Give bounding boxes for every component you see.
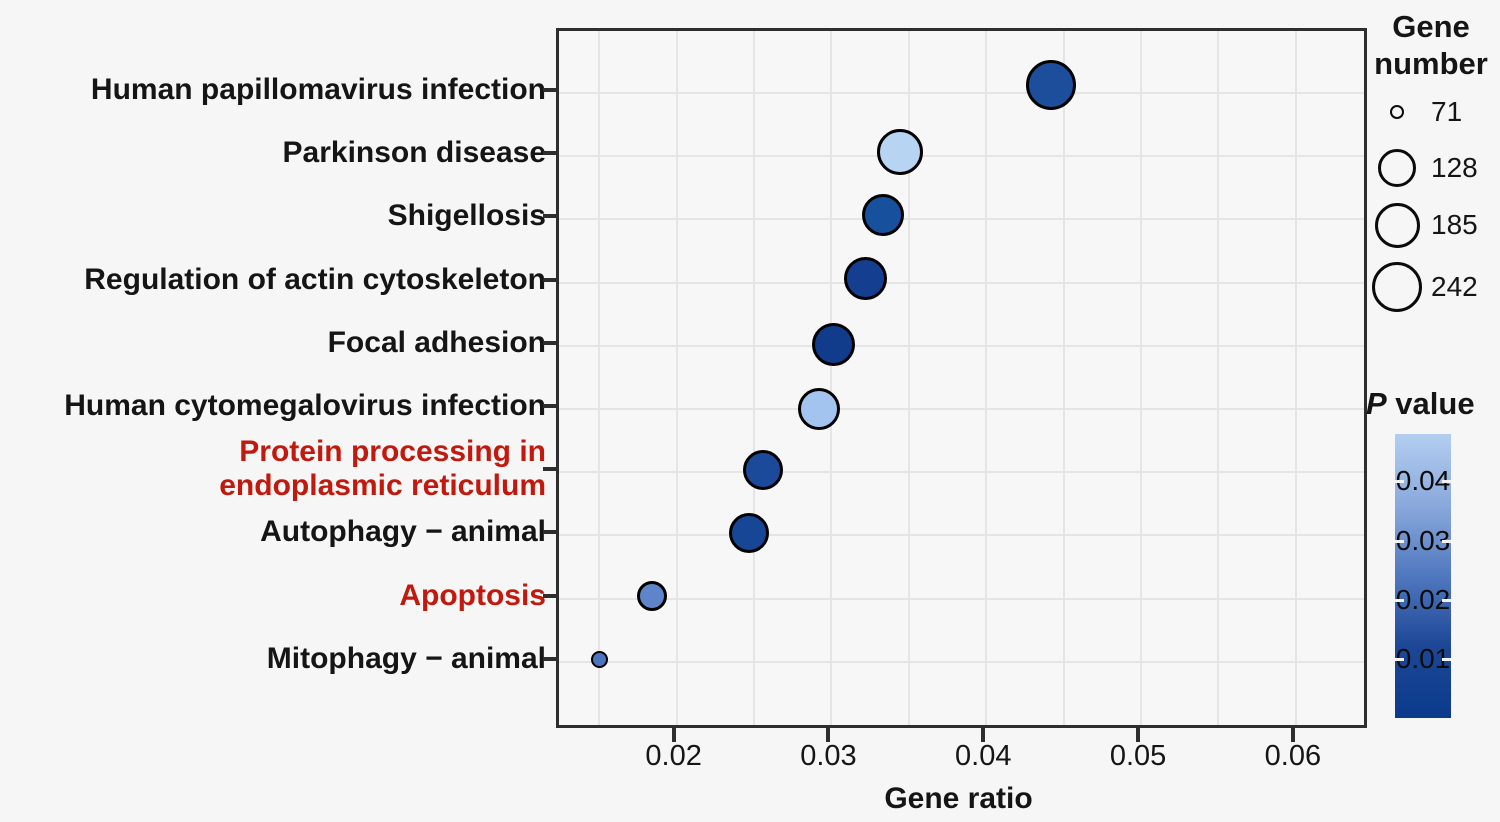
gridline-horizontal [559, 92, 1364, 94]
data-point-bubble [798, 388, 841, 430]
gridline-horizontal [559, 471, 1364, 474]
gridline-vertical [1140, 31, 1143, 725]
gridline-horizontal [559, 534, 1364, 537]
y-axis-tick [543, 467, 556, 472]
size-legend-value: 128 [1431, 152, 1478, 183]
data-point-bubble [636, 580, 667, 611]
p-value-tick-mark [1442, 657, 1451, 661]
data-point-bubble [861, 194, 904, 237]
p-value-tick-mark [1442, 598, 1451, 602]
y-axis-tick [543, 151, 556, 156]
data-point-bubble [729, 513, 770, 554]
size-legend-circle [1378, 149, 1416, 187]
data-point-bubble [590, 651, 608, 669]
p-value-legend-title: P value [1366, 386, 1475, 422]
category-label: Human papillomavirus infection [90, 73, 546, 106]
size-legend-value: 185 [1431, 209, 1478, 240]
gridline-vertical [1062, 31, 1065, 725]
x-axis-tick [1290, 728, 1295, 742]
y-axis-tick [543, 656, 556, 661]
gridline-horizontal [559, 155, 1364, 158]
gridline-vertical [753, 31, 756, 725]
x-axis-title: Gene ratio [884, 782, 1033, 815]
p-value-tick-label: 0.01 [1395, 642, 1451, 674]
x-axis-tick-label: 0.02 [645, 740, 702, 772]
x-axis-tick [671, 728, 676, 742]
size-legend-value: 71 [1431, 96, 1463, 127]
gridline-vertical [598, 31, 601, 725]
p-value-legend-title-p: P [1366, 386, 1387, 421]
category-label: Apoptosis [399, 578, 546, 612]
p-value-tick-mark [1395, 598, 1404, 602]
data-point-bubble [811, 323, 855, 367]
gridline-vertical [1217, 31, 1220, 725]
size-legend-title: Gene number [1362, 8, 1500, 82]
x-axis-tick-label: 0.04 [955, 740, 1012, 772]
gridline-horizontal [559, 597, 1364, 600]
size-legend-circle [1389, 104, 1405, 120]
category-label: Regulation of actin cytoskeleton [84, 262, 546, 296]
data-point-bubble [876, 129, 923, 176]
plot-panel [556, 28, 1367, 728]
size-legend-title-line2: number [1374, 46, 1488, 81]
p-value-tick-mark [1395, 657, 1404, 661]
p-value-tick-mark [1442, 480, 1451, 484]
size-legend-circle [1374, 202, 1420, 248]
category-label: Focal adhesion [327, 325, 546, 359]
x-axis-tick-label: 0.05 [1109, 740, 1167, 772]
category-label: Protein processing in endoplasmic reticul… [219, 435, 546, 503]
x-axis-tick [826, 728, 831, 742]
gridline-horizontal [559, 218, 1364, 221]
y-axis-tick [543, 404, 556, 408]
size-legend-title-line1: Gene [1392, 9, 1470, 44]
x-axis-tick-label: 0.03 [800, 740, 857, 772]
p-value-tick-mark [1442, 539, 1451, 543]
size-legend-circle [1372, 262, 1422, 312]
p-value-legend-title-rest: value [1386, 386, 1475, 421]
category-label: Autophagy − animal [260, 515, 546, 549]
gridline-horizontal [559, 660, 1364, 663]
gridline-vertical [907, 31, 910, 725]
x-axis-tick [1136, 728, 1141, 742]
p-value-tick-mark [1395, 480, 1404, 484]
gridline-vertical [985, 31, 988, 725]
p-value-colorbar [1395, 434, 1451, 718]
gridline-horizontal [559, 344, 1364, 347]
gridline-horizontal [559, 281, 1364, 284]
data-point-bubble [844, 257, 888, 301]
gridline-horizontal [559, 408, 1364, 410]
size-legend-value: 242 [1431, 271, 1478, 302]
category-label: Parkinson disease [282, 136, 546, 170]
x-axis-tick [981, 728, 986, 742]
category-label: Human cytomegalovirus infection [64, 389, 546, 422]
data-point-bubble [743, 450, 784, 491]
category-label: Mitophagy − animal [266, 641, 546, 675]
y-axis-tick [543, 530, 556, 535]
p-value-tick-label: 0.03 [1395, 524, 1451, 556]
gridline-vertical [1294, 31, 1297, 725]
y-axis-tick [543, 214, 556, 219]
y-axis-tick [543, 277, 556, 282]
x-axis-tick-label: 0.06 [1264, 740, 1322, 772]
p-value-tick-mark [1395, 539, 1404, 543]
gridline-vertical [830, 31, 833, 725]
p-value-tick-label: 0.04 [1395, 465, 1451, 497]
y-axis-tick [543, 88, 556, 92]
p-value-tick-label: 0.02 [1395, 583, 1451, 615]
data-point-bubble [1026, 60, 1077, 110]
gridline-vertical [675, 31, 678, 725]
y-axis-tick [543, 340, 556, 345]
category-label: Shigellosis [387, 199, 546, 233]
y-axis-tick [543, 593, 556, 598]
